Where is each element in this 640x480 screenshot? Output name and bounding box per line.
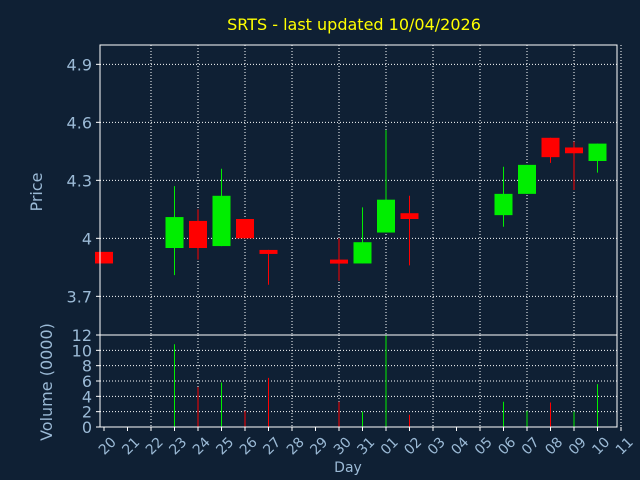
candle-27 (259, 249, 278, 285)
volume-tick-label: 4 (82, 387, 92, 406)
day-tick-label: 01 (378, 434, 402, 458)
price-tick-label: 3.7 (67, 287, 92, 306)
volume-tick-label: 6 (82, 372, 92, 391)
day-tick-label: 23 (166, 434, 190, 458)
candle-23 (165, 186, 184, 276)
day-tick-label: 03 (425, 434, 449, 458)
candle-09 (565, 141, 583, 190)
candle-body (259, 249, 278, 254)
candle-01 (377, 130, 395, 233)
candle-body (165, 217, 184, 248)
day-tick-label: 24 (190, 434, 214, 458)
day-tick-label: 29 (307, 434, 331, 458)
day-tick-labels: 20 21 22 23 24 25 26 27 28 29 30 31 01 02 03 04 05 06 07 08… (96, 427, 637, 458)
x-axis-label: Day (334, 460, 362, 476)
day-tick-label: 10 (589, 434, 613, 458)
candle-body (189, 220, 207, 248)
candle-body (353, 242, 372, 264)
candle-31 (353, 207, 372, 264)
day-tick-label: 07 (519, 434, 543, 458)
volume-tick-label: 12 (72, 326, 92, 345)
day-tick-label: 09 (566, 434, 590, 458)
price-plot-frame (99, 44, 618, 336)
volume-plot-frame (99, 334, 618, 428)
day-tick-label: 04 (448, 434, 472, 458)
price-tick-label: 4.6 (67, 113, 92, 132)
day-tick-label: 08 (542, 434, 566, 458)
volume-series (174, 335, 598, 427)
day-tick-label: 31 (354, 434, 378, 458)
volume-axis-label: Volume (0000) (37, 323, 56, 441)
day-tick-label: 06 (495, 434, 519, 458)
price-y-tick-labels: 3.7 4 4.3 4.6 4.9 (67, 55, 100, 306)
day-tick-label: 21 (119, 434, 143, 458)
candle-body (212, 195, 231, 247)
candle-body (377, 199, 395, 233)
candle-20 (95, 251, 113, 264)
candle-24 (189, 209, 207, 260)
volume-grid (100, 335, 622, 427)
day-tick-label: 05 (472, 434, 496, 458)
candle-body (565, 147, 583, 154)
candle-body (541, 137, 560, 158)
candle-body (588, 143, 607, 161)
candle-body (95, 251, 113, 264)
volume-tick-label: 10 (72, 341, 92, 360)
volume-tick-label: 0 (82, 418, 92, 437)
day-tick-label: 28 (284, 434, 308, 458)
candle-body (330, 259, 348, 264)
day-tick-label: 30 (331, 434, 355, 458)
candle-body (400, 213, 419, 219)
price-axis-label: Price (27, 172, 46, 211)
volume-tick-label: 2 (82, 403, 92, 422)
candle-body (494, 193, 513, 216)
candle-08 (541, 137, 560, 163)
candle-26 (236, 219, 254, 239)
day-tick-label: 20 (96, 434, 120, 458)
candlestick-series (95, 130, 607, 285)
candle-10 (588, 143, 607, 173)
price-tick-label: 4.9 (67, 55, 92, 74)
price-tick-label: 4.3 (67, 171, 92, 190)
chart-title: SRTS - last updated 10/04/2026 (227, 15, 481, 34)
day-tick-label: 25 (213, 434, 237, 458)
price-tick-label: 4 (82, 229, 92, 248)
day-tick-label: 27 (260, 434, 284, 458)
candle-07 (518, 164, 536, 194)
candle-25 (212, 168, 231, 247)
day-tick-label: 11 (613, 434, 637, 458)
candle-06 (494, 166, 513, 227)
day-tick-label: 22 (143, 434, 167, 458)
day-tick-label: 02 (401, 434, 425, 458)
volume-tick-label: 8 (82, 357, 92, 376)
candle-02 (400, 195, 419, 266)
candle-body (236, 219, 254, 239)
price-grid (100, 45, 622, 335)
candle-body (518, 164, 536, 194)
day-tick-label: 26 (237, 434, 261, 458)
candle-30 (330, 238, 348, 281)
